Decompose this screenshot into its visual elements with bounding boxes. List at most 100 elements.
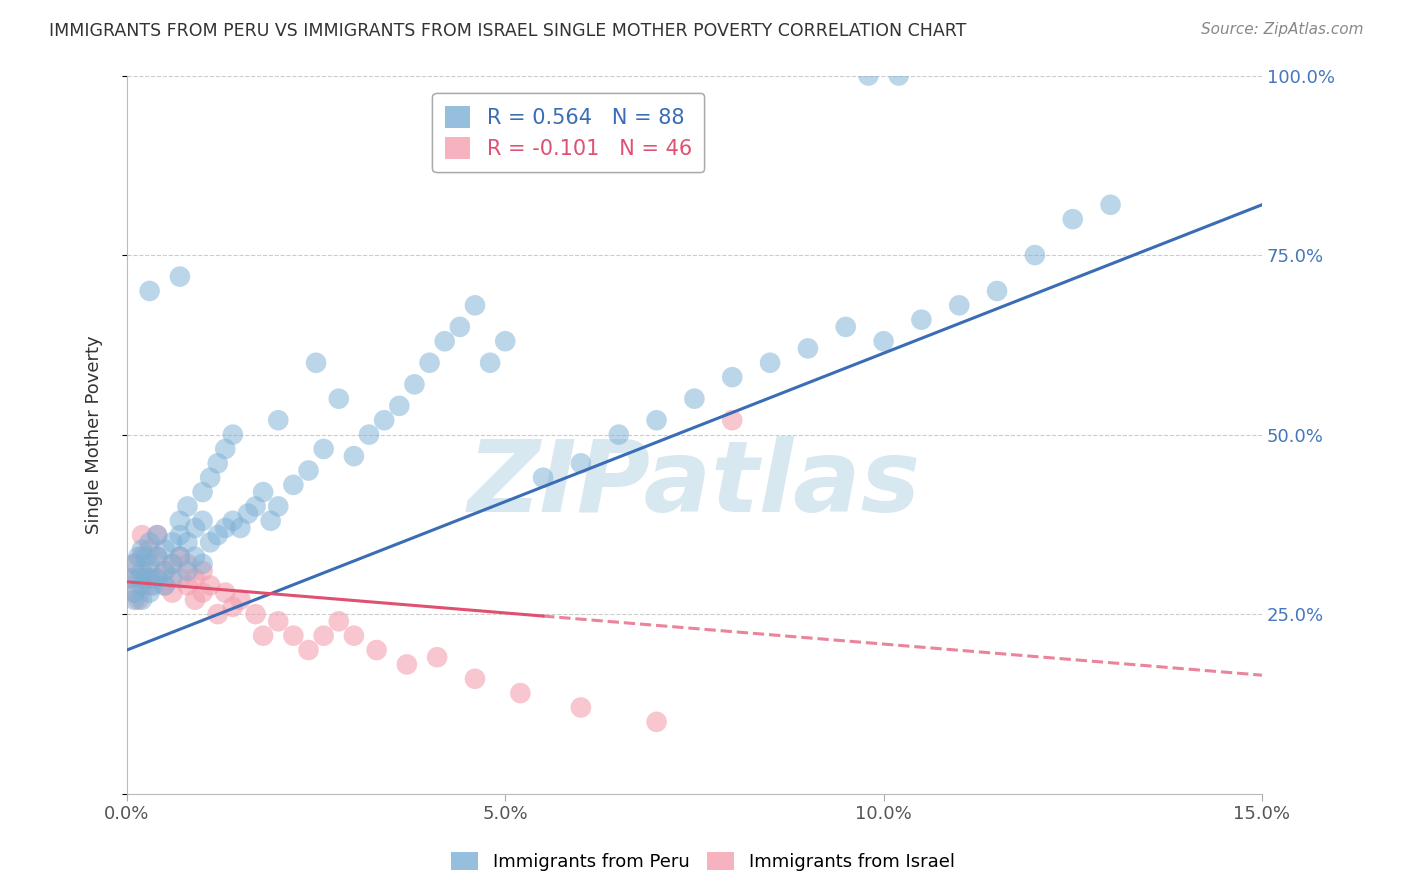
Point	[184, 549, 207, 564]
Point	[887, 69, 910, 83]
Point	[721, 413, 744, 427]
Point	[569, 456, 592, 470]
Point	[169, 269, 191, 284]
Point	[797, 342, 820, 356]
Point	[124, 585, 146, 599]
Point	[433, 334, 456, 349]
Point	[683, 392, 706, 406]
Point	[1024, 248, 1046, 262]
Point	[357, 427, 380, 442]
Point	[252, 629, 274, 643]
Point	[229, 592, 252, 607]
Point	[176, 578, 198, 592]
Point	[120, 571, 142, 585]
Point	[910, 312, 932, 326]
Point	[531, 471, 554, 485]
Point	[569, 700, 592, 714]
Point	[449, 319, 471, 334]
Point	[312, 442, 335, 456]
Point	[207, 607, 229, 621]
Point	[283, 478, 305, 492]
Point	[948, 298, 970, 312]
Point	[191, 485, 214, 500]
Point	[146, 528, 169, 542]
Point	[176, 557, 198, 571]
Point	[127, 549, 149, 564]
Point	[169, 549, 191, 564]
Point	[366, 643, 388, 657]
Point	[146, 571, 169, 585]
Y-axis label: Single Mother Poverty: Single Mother Poverty	[86, 335, 103, 534]
Point	[328, 615, 350, 629]
Point	[479, 356, 502, 370]
Point	[153, 542, 176, 557]
Point	[131, 528, 153, 542]
Point	[1062, 212, 1084, 227]
Point	[858, 69, 880, 83]
Point	[214, 521, 236, 535]
Point	[169, 514, 191, 528]
Point	[124, 585, 146, 599]
Point	[509, 686, 531, 700]
Text: ZIPatlas: ZIPatlas	[468, 436, 921, 533]
Point	[138, 578, 160, 592]
Point	[388, 399, 411, 413]
Point	[146, 571, 169, 585]
Point	[312, 629, 335, 643]
Point	[207, 528, 229, 542]
Point	[184, 592, 207, 607]
Point	[124, 557, 146, 571]
Point	[759, 356, 782, 370]
Point	[343, 629, 366, 643]
Point	[222, 514, 245, 528]
Point	[721, 370, 744, 384]
Point	[184, 571, 207, 585]
Text: Source: ZipAtlas.com: Source: ZipAtlas.com	[1201, 22, 1364, 37]
Point	[162, 571, 184, 585]
Point	[214, 442, 236, 456]
Point	[131, 578, 153, 592]
Point	[135, 571, 157, 585]
Point	[191, 557, 214, 571]
Point	[127, 592, 149, 607]
Point	[214, 585, 236, 599]
Point	[162, 557, 184, 571]
Point	[252, 485, 274, 500]
Point	[343, 449, 366, 463]
Point	[191, 585, 214, 599]
Point	[138, 564, 160, 578]
Point	[131, 592, 153, 607]
Point	[124, 557, 146, 571]
Point	[153, 578, 176, 592]
Point	[426, 650, 449, 665]
Point	[986, 284, 1008, 298]
Legend: Immigrants from Peru, Immigrants from Israel: Immigrants from Peru, Immigrants from Is…	[444, 845, 962, 879]
Point	[162, 535, 184, 549]
Point	[645, 413, 668, 427]
Point	[146, 528, 169, 542]
Point	[260, 514, 283, 528]
Point	[138, 542, 160, 557]
Legend: R = 0.564   N = 88, R = -0.101   N = 46: R = 0.564 N = 88, R = -0.101 N = 46	[433, 93, 704, 172]
Point	[138, 557, 160, 571]
Point	[138, 585, 160, 599]
Point	[131, 571, 153, 585]
Point	[135, 549, 157, 564]
Point	[222, 427, 245, 442]
Point	[124, 592, 146, 607]
Point	[835, 319, 858, 334]
Point	[419, 356, 441, 370]
Point	[169, 528, 191, 542]
Point	[198, 578, 221, 592]
Point	[297, 463, 319, 477]
Point	[245, 500, 267, 514]
Point	[162, 585, 184, 599]
Point	[404, 377, 426, 392]
Point	[267, 615, 290, 629]
Point	[198, 471, 221, 485]
Point	[138, 535, 160, 549]
Point	[464, 298, 486, 312]
Point	[153, 564, 176, 578]
Point	[153, 578, 176, 592]
Point	[162, 557, 184, 571]
